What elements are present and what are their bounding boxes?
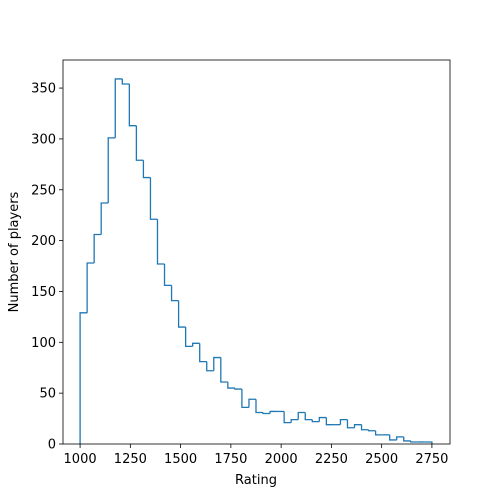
histogram-step xyxy=(318,416,327,422)
x-tick-label: 1750 xyxy=(214,452,247,467)
histogram-step xyxy=(93,233,102,263)
x-tick-label: 1250 xyxy=(114,452,147,467)
histogram-step xyxy=(227,381,235,389)
histogram-step xyxy=(135,125,144,161)
histogram-step xyxy=(255,399,264,414)
histogram-step xyxy=(128,84,137,127)
histogram-step xyxy=(177,300,186,328)
histogram-step xyxy=(156,219,165,265)
x-tick-label: 2750 xyxy=(415,452,448,467)
y-tick-label: 150 xyxy=(31,285,56,300)
y-tick-label: 100 xyxy=(31,336,56,351)
histogram-step xyxy=(170,285,179,302)
histogram-step xyxy=(121,78,130,85)
histogram-step xyxy=(297,411,306,420)
histogram-step xyxy=(396,436,404,440)
histogram-step xyxy=(199,343,207,363)
histogram-step xyxy=(107,137,116,203)
x-tick-label: 2000 xyxy=(265,452,298,467)
y-tick-label: 0 xyxy=(48,438,56,453)
histogram-step xyxy=(389,434,397,441)
histogram-step xyxy=(248,398,256,408)
histogram-step xyxy=(374,430,383,436)
histogram-step xyxy=(241,389,249,409)
histogram-step xyxy=(325,417,334,426)
histogram-step xyxy=(353,424,362,428)
plot-frame xyxy=(62,59,451,445)
x-axis-label: Rating xyxy=(235,473,277,488)
histogram-step xyxy=(304,412,313,421)
histogram-step xyxy=(142,160,151,179)
histogram-step xyxy=(163,264,172,287)
histogram-step xyxy=(269,410,278,414)
y-tick-label: 250 xyxy=(31,183,56,198)
histogram-step xyxy=(184,327,193,348)
x-tick-label: 1000 xyxy=(64,452,97,467)
y-tick-label: 350 xyxy=(31,82,56,97)
histogram-step xyxy=(114,78,123,138)
y-tick-label: 300 xyxy=(31,132,56,147)
y-tick-label: 200 xyxy=(31,234,56,249)
histogram-step xyxy=(206,361,214,372)
histogram-step xyxy=(86,262,95,313)
histogram-step xyxy=(311,419,320,423)
histogram-step xyxy=(403,436,411,442)
x-tick-label: 1500 xyxy=(164,452,197,467)
histogram-step xyxy=(262,412,271,415)
x-tick-label: 2500 xyxy=(365,452,398,467)
histogram-step xyxy=(283,411,292,424)
histogram-step xyxy=(424,441,433,444)
histogram-step xyxy=(192,342,200,347)
histogram-step xyxy=(79,312,88,444)
histogram-step xyxy=(220,357,228,383)
histogram-step xyxy=(346,419,355,429)
y-tick-label: 50 xyxy=(39,387,56,402)
histogram-step xyxy=(367,429,376,432)
histogram-step xyxy=(360,424,369,431)
y-axis-label: Number of players xyxy=(7,191,22,312)
histogram-step xyxy=(149,177,158,220)
histogram-step xyxy=(234,388,242,390)
histogram-step xyxy=(290,418,299,423)
histogram-step xyxy=(410,440,418,443)
histogram-step xyxy=(339,418,348,425)
histogram-step xyxy=(100,202,109,235)
histogram-step xyxy=(213,356,221,371)
x-tick-label: 2250 xyxy=(315,452,348,467)
